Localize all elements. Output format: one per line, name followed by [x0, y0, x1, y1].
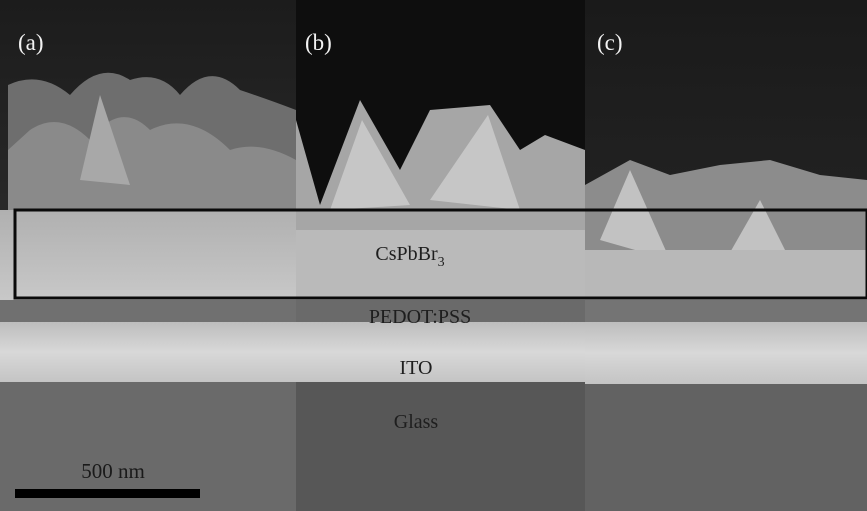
layer-label-main: CsPbBr — [375, 243, 438, 265]
panel-label: (b) — [305, 30, 332, 55]
panel-label: (c) — [597, 30, 623, 55]
panel-label: (a) — [18, 30, 44, 55]
scale-bar-label: 500 nm — [81, 459, 145, 483]
layer-label: Glass — [394, 411, 439, 433]
layer-label-subscript: 3 — [438, 255, 445, 270]
panel-c — [585, 0, 867, 511]
sem-image: (a) (b) (c) CsPbBr3 PEDOT:PSS ITO Glass … — [0, 0, 867, 511]
panel-a — [0, 0, 296, 511]
layer-label: ITO — [400, 357, 433, 379]
layer-label: PEDOT:PSS — [369, 306, 471, 328]
scale-bar — [15, 489, 200, 498]
